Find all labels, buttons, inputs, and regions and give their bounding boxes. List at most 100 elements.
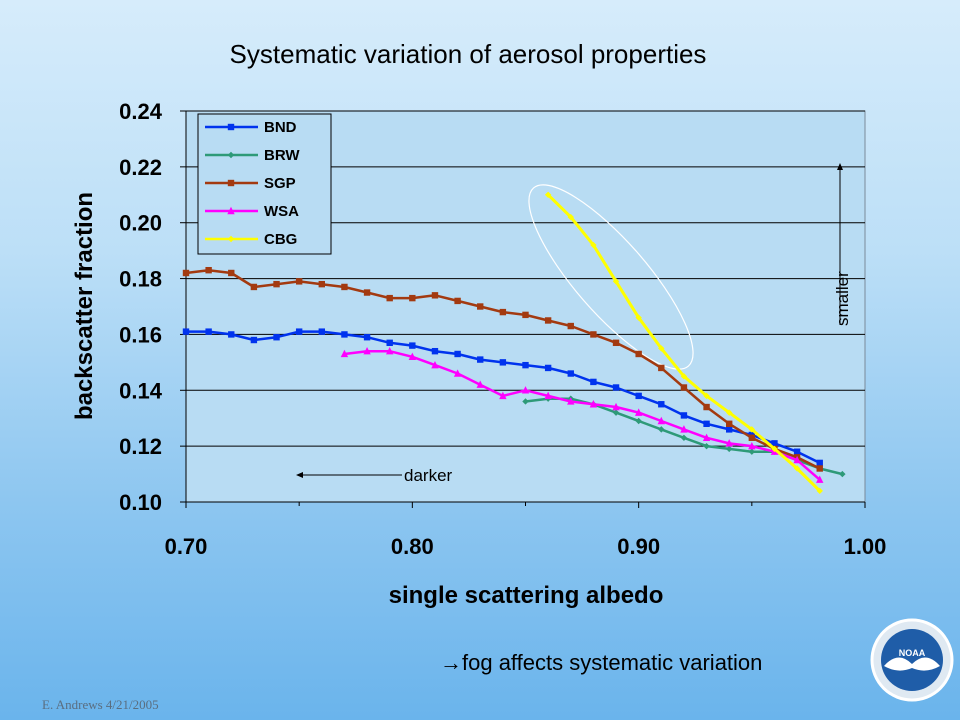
y-tick-label: 0.22 — [119, 155, 162, 180]
data-point-sgp — [590, 331, 597, 338]
data-point-sgp — [680, 384, 688, 391]
data-point-cbg — [726, 409, 733, 416]
data-point-sgp — [612, 339, 620, 347]
data-point-wsa — [657, 416, 665, 425]
data-point-bnd — [703, 420, 710, 427]
tick-labels: 0.10 0.12 0.14 0.16 0.18 0.20 0.22 0.24 0.70 0.80… — [119, 99, 886, 559]
legend-label-cbg: CBG — [264, 231, 297, 248]
y-tick-label: 0.14 — [119, 378, 163, 403]
data-point-wsa — [725, 439, 733, 447]
data-point-bnd — [544, 364, 552, 372]
data-point-brw — [522, 398, 529, 405]
data-point-sgp — [205, 266, 212, 274]
y-tick-label: 0.24 — [119, 99, 163, 124]
data-point-brw — [748, 448, 756, 455]
data-point-sgp — [816, 465, 823, 472]
fog-highlight-ellipse — [528, 184, 694, 370]
data-point-wsa — [499, 391, 507, 400]
legend-label-wsa: WSA — [264, 203, 299, 220]
legend: BND BRW SGP WSA CBG — [197, 113, 332, 255]
data-point-wsa — [612, 402, 620, 411]
x-axis-label: single scattering albedo — [389, 582, 664, 609]
legend-label-sgp: SGP — [264, 175, 296, 192]
data-point-bnd — [454, 350, 461, 358]
data-point-sgp — [477, 303, 484, 310]
data-point-sgp — [228, 269, 235, 277]
data-point-bnd — [771, 440, 778, 447]
data-point-bnd — [567, 370, 574, 377]
data-point-bnd — [228, 331, 235, 338]
data-point-wsa — [453, 369, 462, 377]
data-point-brw — [612, 409, 620, 416]
data-point-wsa — [521, 386, 530, 394]
smaller-arrowhead — [837, 163, 843, 170]
data-point-cbg — [635, 314, 642, 321]
y-tick-label: 0.12 — [119, 434, 162, 459]
legend-marker-bnd — [227, 123, 235, 131]
y-axis-label: backscatter fraction — [71, 192, 98, 420]
data-point-bnd — [522, 361, 529, 369]
data-point-bnd — [816, 459, 823, 467]
data-point-wsa — [748, 441, 756, 450]
data-point-sgp — [318, 280, 325, 288]
data-point-wsa — [340, 349, 349, 358]
x-tick-label: 0.80 — [391, 534, 434, 559]
legend-marker-brw — [227, 151, 235, 159]
data-point-cbg — [748, 426, 756, 433]
data-point-wsa — [793, 455, 801, 464]
x-tick-label: 0.90 — [617, 534, 660, 559]
data-point-cbg — [680, 373, 688, 380]
data-point-sgp — [703, 403, 710, 411]
data-point-sgp — [726, 420, 733, 427]
data-point-cbg — [658, 345, 665, 352]
data-point-bnd — [726, 426, 733, 433]
data-point-cbg — [612, 278, 620, 285]
data-point-wsa — [816, 475, 824, 483]
data-point-sgp — [544, 317, 552, 324]
noaa-gull-icon — [884, 657, 940, 671]
y-tick-label: 0.10 — [119, 490, 162, 515]
data-point-bnd — [386, 339, 393, 347]
series-bnd — [182, 328, 823, 467]
data-point-bnd — [635, 392, 642, 400]
noaa-logo-disc — [881, 629, 943, 691]
data-point-sgp — [635, 350, 642, 358]
data-point-sgp — [409, 294, 416, 302]
smaller-label: smaller — [833, 271, 852, 326]
data-point-sgp — [295, 278, 303, 285]
series-wsa — [340, 346, 824, 483]
data-point-brw — [635, 417, 642, 425]
footer-credit: E. Andrews 4/21/2005 — [42, 697, 159, 712]
data-point-bnd — [612, 384, 620, 391]
data-point-bnd — [499, 359, 507, 366]
series-line-wsa — [344, 349, 821, 481]
darker-arrowhead — [296, 472, 303, 478]
data-point-wsa — [386, 346, 394, 355]
data-point-bnd — [680, 412, 688, 419]
data-point-wsa — [567, 397, 575, 405]
darker-annotation: darker — [296, 466, 453, 485]
data-point-wsa — [544, 391, 552, 400]
y-tick-label: 0.16 — [119, 322, 162, 347]
data-point-bnd — [409, 342, 416, 349]
data-point-bnd — [295, 328, 303, 335]
data-point-bnd — [250, 336, 258, 344]
data-point-bnd — [431, 347, 439, 355]
data-point-cbg — [590, 241, 597, 249]
data-point-sgp — [522, 311, 529, 319]
legend-marker-wsa — [227, 206, 235, 215]
slide-title: Systematic variation of aerosol properti… — [230, 39, 707, 69]
data-point-sgp — [748, 434, 756, 441]
smaller-annotation: smaller — [833, 163, 852, 326]
data-point-brw — [726, 445, 733, 453]
data-point-brw — [703, 442, 710, 450]
data-point-bnd — [658, 401, 665, 408]
data-point-bnd — [477, 356, 484, 363]
x-tick-label: 0.70 — [165, 534, 208, 559]
data-point-brw — [839, 470, 846, 478]
data-point-sgp — [454, 297, 461, 305]
data-point-wsa — [680, 425, 688, 433]
data-point-bnd — [205, 328, 212, 335]
data-point-cbg — [544, 191, 552, 198]
